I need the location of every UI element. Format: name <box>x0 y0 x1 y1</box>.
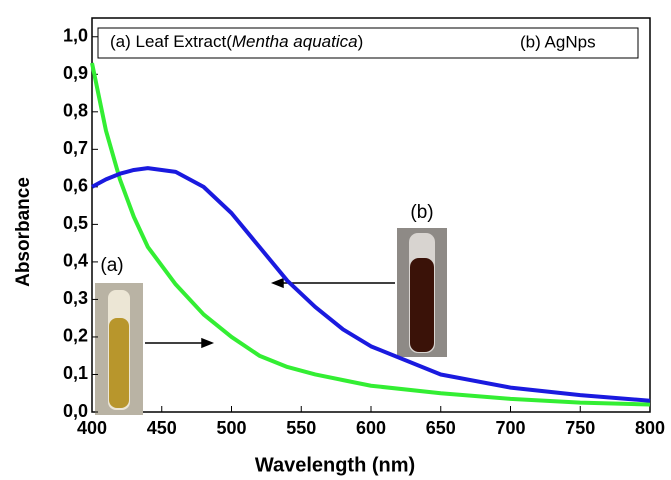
y-tick-label: 0,6 <box>63 176 88 196</box>
tube-b <box>397 228 447 357</box>
legend-text-b: (b) AgNps <box>520 32 596 51</box>
y-tick-label: 0,9 <box>63 63 88 83</box>
x-tick-label: 600 <box>356 418 386 438</box>
y-tick-label: 0,7 <box>63 138 88 158</box>
x-axis-title: Wavelength (nm) <box>255 454 415 476</box>
y-tick-label: 0,4 <box>63 251 88 271</box>
legend-box <box>97 27 639 59</box>
y-tick-label: 0,3 <box>63 288 88 308</box>
y-tick-label: 0,8 <box>63 101 88 121</box>
legend-text-close: ) <box>358 32 364 51</box>
series-line <box>90 62 651 407</box>
x-tick-label: 650 <box>426 418 456 438</box>
series-label: (b) <box>410 202 433 223</box>
y-axis-title: Absorbance <box>13 177 34 287</box>
x-tick-label: 400 <box>77 418 107 438</box>
plot-frame <box>91 17 651 413</box>
x-tick-label: 550 <box>286 418 316 438</box>
legend-text-a: (a) Leaf Extract( <box>110 32 232 51</box>
series-label: (a) <box>100 255 123 276</box>
x-tick-label: 500 <box>216 418 246 438</box>
legend-text-italic: Mentha aquatica <box>232 32 358 51</box>
y-tick-label: 0,1 <box>63 363 88 383</box>
y-tick-label: 0,5 <box>63 213 88 233</box>
x-tick-label: 750 <box>565 418 595 438</box>
x-tick-label: 700 <box>495 418 525 438</box>
y-tick-label: 0,2 <box>63 326 88 346</box>
arrows <box>145 277 395 349</box>
x-tick-label: 800 <box>635 418 665 438</box>
tube-a <box>95 283 143 415</box>
y-tick-label: 1,0 <box>63 26 88 46</box>
series-line <box>91 166 651 403</box>
x-tick-label: 450 <box>147 418 177 438</box>
legend-text: (a) Leaf Extract(Mentha aquatica) <box>110 32 363 51</box>
y-tick-label: 0,0 <box>63 401 88 421</box>
